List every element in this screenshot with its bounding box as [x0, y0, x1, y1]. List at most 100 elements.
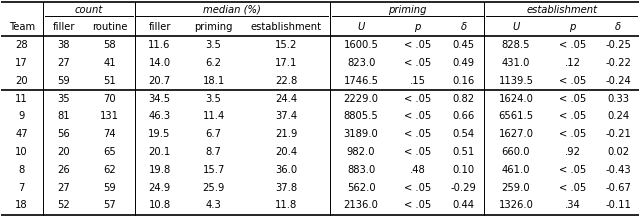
- Text: 1600.5: 1600.5: [344, 40, 379, 50]
- Text: 74: 74: [103, 129, 116, 139]
- Text: -0.11: -0.11: [605, 200, 631, 211]
- Text: < .05: < .05: [404, 94, 431, 104]
- Text: .15: .15: [410, 76, 426, 86]
- Text: -0.22: -0.22: [605, 58, 631, 68]
- Text: 27: 27: [57, 183, 70, 193]
- Text: 47: 47: [15, 129, 28, 139]
- Text: priming: priming: [388, 5, 426, 15]
- Text: -0.67: -0.67: [605, 183, 631, 193]
- Text: 58: 58: [103, 40, 116, 50]
- Text: filler: filler: [148, 22, 171, 32]
- Text: 15.2: 15.2: [275, 40, 298, 50]
- Text: 0.24: 0.24: [607, 112, 629, 121]
- Text: 20: 20: [57, 147, 70, 157]
- Text: < .05: < .05: [404, 147, 431, 157]
- Text: 0.10: 0.10: [452, 165, 475, 175]
- Text: 46.3: 46.3: [148, 112, 171, 121]
- Text: 562.0: 562.0: [347, 183, 376, 193]
- Text: < .05: < .05: [559, 40, 586, 50]
- Text: 3.5: 3.5: [205, 94, 221, 104]
- Text: establishment: establishment: [526, 5, 597, 15]
- Text: Team: Team: [8, 22, 35, 32]
- Text: 431.0: 431.0: [502, 58, 530, 68]
- Text: 6.2: 6.2: [205, 58, 221, 68]
- Text: 0.66: 0.66: [452, 112, 475, 121]
- Text: -0.21: -0.21: [605, 129, 631, 139]
- Text: < .05: < .05: [559, 112, 586, 121]
- Text: < .05: < .05: [559, 94, 586, 104]
- Text: 660.0: 660.0: [502, 147, 530, 157]
- Text: 11.6: 11.6: [148, 40, 171, 50]
- Text: < .05: < .05: [404, 200, 431, 211]
- Text: 11: 11: [15, 94, 28, 104]
- Text: 20.7: 20.7: [148, 76, 171, 86]
- Text: 3189.0: 3189.0: [344, 129, 378, 139]
- Text: 22.8: 22.8: [275, 76, 297, 86]
- Text: 26: 26: [57, 165, 70, 175]
- Text: .34: .34: [564, 200, 580, 211]
- Text: priming: priming: [195, 22, 233, 32]
- Text: -0.25: -0.25: [605, 40, 631, 50]
- Text: 0.49: 0.49: [452, 58, 475, 68]
- Text: 0.02: 0.02: [607, 147, 629, 157]
- Text: 35: 35: [57, 94, 70, 104]
- Text: 36.0: 36.0: [275, 165, 297, 175]
- Text: δ: δ: [460, 22, 467, 32]
- Text: -0.43: -0.43: [605, 165, 631, 175]
- Text: 0.44: 0.44: [452, 200, 474, 211]
- Text: < .05: < .05: [559, 129, 586, 139]
- Text: count: count: [74, 5, 102, 15]
- Text: 0.45: 0.45: [452, 40, 475, 50]
- Text: 24.9: 24.9: [148, 183, 171, 193]
- Text: δ: δ: [615, 22, 621, 32]
- Text: 20: 20: [15, 76, 28, 86]
- Text: .12: .12: [564, 58, 580, 68]
- Text: < .05: < .05: [559, 165, 586, 175]
- Text: 828.5: 828.5: [502, 40, 530, 50]
- Text: < .05: < .05: [559, 183, 586, 193]
- Text: 982.0: 982.0: [347, 147, 376, 157]
- Text: < .05: < .05: [404, 183, 431, 193]
- Text: -0.24: -0.24: [605, 76, 631, 86]
- Text: 18: 18: [15, 200, 28, 211]
- Text: 51: 51: [103, 76, 116, 86]
- Text: 15.7: 15.7: [202, 165, 225, 175]
- Text: 28: 28: [15, 40, 28, 50]
- Text: 62: 62: [103, 165, 116, 175]
- Text: 59: 59: [103, 183, 116, 193]
- Text: 11.8: 11.8: [275, 200, 297, 211]
- Text: 34.5: 34.5: [148, 94, 171, 104]
- Text: < .05: < .05: [404, 112, 431, 121]
- Text: 19.8: 19.8: [148, 165, 171, 175]
- Text: 14.0: 14.0: [148, 58, 171, 68]
- Text: 6.7: 6.7: [205, 129, 221, 139]
- Text: < .05: < .05: [404, 129, 431, 139]
- Text: 81: 81: [57, 112, 70, 121]
- Text: 823.0: 823.0: [347, 58, 375, 68]
- Text: 57: 57: [103, 200, 116, 211]
- Text: 1746.5: 1746.5: [344, 76, 379, 86]
- Text: 65: 65: [103, 147, 116, 157]
- Text: -0.29: -0.29: [451, 183, 476, 193]
- Text: 27: 27: [57, 58, 70, 68]
- Text: .92: .92: [564, 147, 580, 157]
- Text: 259.0: 259.0: [502, 183, 531, 193]
- Text: 59: 59: [57, 76, 70, 86]
- Text: 0.16: 0.16: [452, 76, 475, 86]
- Text: 3.5: 3.5: [205, 40, 221, 50]
- Text: 7: 7: [19, 183, 25, 193]
- Text: 6561.5: 6561.5: [499, 112, 534, 121]
- Text: 52: 52: [57, 200, 70, 211]
- Text: 19.5: 19.5: [148, 129, 171, 139]
- Text: 2229.0: 2229.0: [344, 94, 379, 104]
- Text: 25.9: 25.9: [202, 183, 225, 193]
- Text: p: p: [569, 22, 575, 32]
- Text: 1326.0: 1326.0: [499, 200, 533, 211]
- Text: 24.4: 24.4: [275, 94, 297, 104]
- Text: 8805.5: 8805.5: [344, 112, 378, 121]
- Text: 9: 9: [19, 112, 25, 121]
- Text: U: U: [512, 22, 520, 32]
- Text: 10.8: 10.8: [148, 200, 171, 211]
- Text: 41: 41: [103, 58, 116, 68]
- Text: 1627.0: 1627.0: [499, 129, 533, 139]
